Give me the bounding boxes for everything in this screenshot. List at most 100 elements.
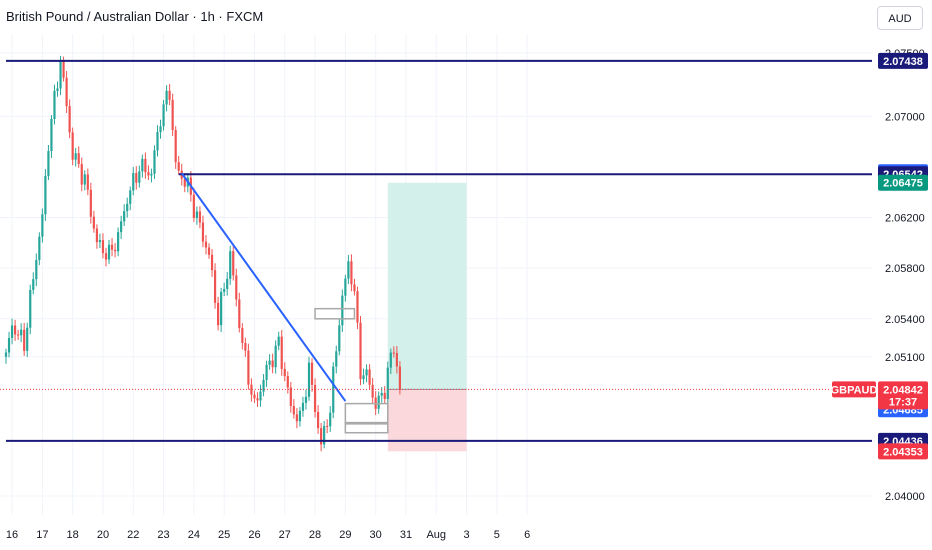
candle-body: [77, 153, 80, 164]
symbol-badge: [832, 381, 876, 398]
candle-body: [262, 379, 265, 392]
candle-body: [368, 369, 371, 385]
candle-body: [389, 352, 392, 368]
candle-body: [250, 384, 253, 395]
candle-body: [232, 251, 235, 276]
current-price-label: 2.04842: [883, 384, 923, 396]
candle-body: [56, 88, 59, 91]
price-badge: [878, 443, 928, 460]
candle-body: [386, 367, 389, 399]
candle-body: [347, 261, 350, 279]
candle-body: [204, 241, 208, 248]
candle-body: [195, 211, 198, 218]
time-tick-label: 28: [309, 529, 321, 541]
candle-body: [268, 360, 271, 365]
candle-body: [107, 244, 111, 260]
candle-body: [217, 302, 220, 326]
price-tick-label: 2.05100: [885, 352, 925, 364]
candle-body: [129, 190, 132, 204]
trend-line: [180, 172, 347, 402]
price-badge: [878, 174, 928, 191]
time-tick-label: 23: [157, 529, 169, 541]
candle-body: [20, 329, 23, 336]
candle-body: [17, 334, 20, 336]
candle-body: [177, 162, 180, 171]
price-tick-label: 2.04000: [885, 491, 925, 503]
time-tick-label: 18: [67, 529, 79, 541]
position-zones: [387, 182, 467, 452]
candle-body: [144, 158, 147, 173]
candle-body: [220, 291, 223, 326]
price-tick-label: 2.05800: [885, 263, 925, 275]
candle-body: [38, 236, 41, 260]
price-tick-label: 2.07000: [885, 111, 925, 123]
time-tick-label: 17: [36, 529, 48, 541]
candle-body: [29, 289, 32, 328]
candle-body: [259, 391, 262, 401]
price-badge-label: 2.06475: [883, 178, 923, 190]
candle-body: [53, 90, 56, 120]
candle-body: [335, 351, 338, 367]
candle-body: [356, 291, 359, 323]
candle-body: [323, 425, 326, 445]
candle-body: [41, 214, 44, 237]
candle-body: [35, 259, 38, 280]
candle-body: [26, 327, 29, 351]
candle-body: [141, 158, 144, 172]
candle-body: [13, 325, 17, 335]
candle-body: [92, 216, 95, 229]
candle-body: [132, 173, 135, 191]
candle-body: [226, 278, 229, 289]
candle-body: [213, 270, 217, 303]
candle-body: [153, 150, 156, 174]
candle-body: [123, 211, 126, 222]
candle-body: [253, 394, 256, 399]
candle-body: [156, 132, 159, 151]
currency-button[interactable]: AUD: [877, 6, 923, 30]
candle-body: [344, 278, 347, 296]
time-tick-label: 29: [339, 529, 351, 541]
candle-body: [50, 119, 53, 152]
candle-body: [301, 402, 305, 411]
candle-body: [371, 384, 374, 398]
time-tick-label: 16: [6, 529, 18, 541]
candle-body: [392, 352, 395, 354]
candle-body: [74, 153, 77, 160]
time-tick-label: 6: [524, 529, 530, 541]
candle-body: [183, 178, 186, 187]
time-tick-label: 31: [400, 529, 412, 541]
candle-body: [95, 228, 98, 243]
candle-body: [23, 329, 26, 351]
time-tick-label: 5: [494, 529, 500, 541]
candle-body: [329, 412, 332, 427]
candle-body: [283, 368, 286, 377]
price-tick-label: 2.05400: [885, 314, 925, 326]
candle-body: [168, 90, 171, 100]
candle-body: [307, 362, 311, 397]
stop-zone: [387, 389, 467, 452]
candle-body: [229, 251, 232, 279]
candle-body: [101, 240, 105, 254]
candle-body: [68, 106, 71, 133]
candle-body: [44, 175, 47, 215]
candle-body: [256, 398, 259, 401]
candle-body: [192, 194, 195, 218]
candle-body: [289, 387, 292, 407]
candle-body: [147, 172, 150, 176]
candle-body: [59, 61, 62, 89]
candle-body: [165, 90, 168, 105]
candle-body: [4, 352, 8, 357]
candle-body: [117, 232, 120, 252]
candle-body: [247, 350, 250, 385]
candle-body: [353, 284, 356, 292]
candle-body: [113, 249, 117, 252]
candle-body: [150, 173, 153, 176]
time-tick-label: 26: [248, 529, 260, 541]
candle-body: [298, 410, 302, 422]
candle-body: [277, 336, 280, 346]
time-tick-label: 25: [218, 529, 230, 541]
candle-body: [395, 352, 398, 367]
candle-body: [47, 151, 50, 176]
candle-body: [174, 130, 177, 163]
